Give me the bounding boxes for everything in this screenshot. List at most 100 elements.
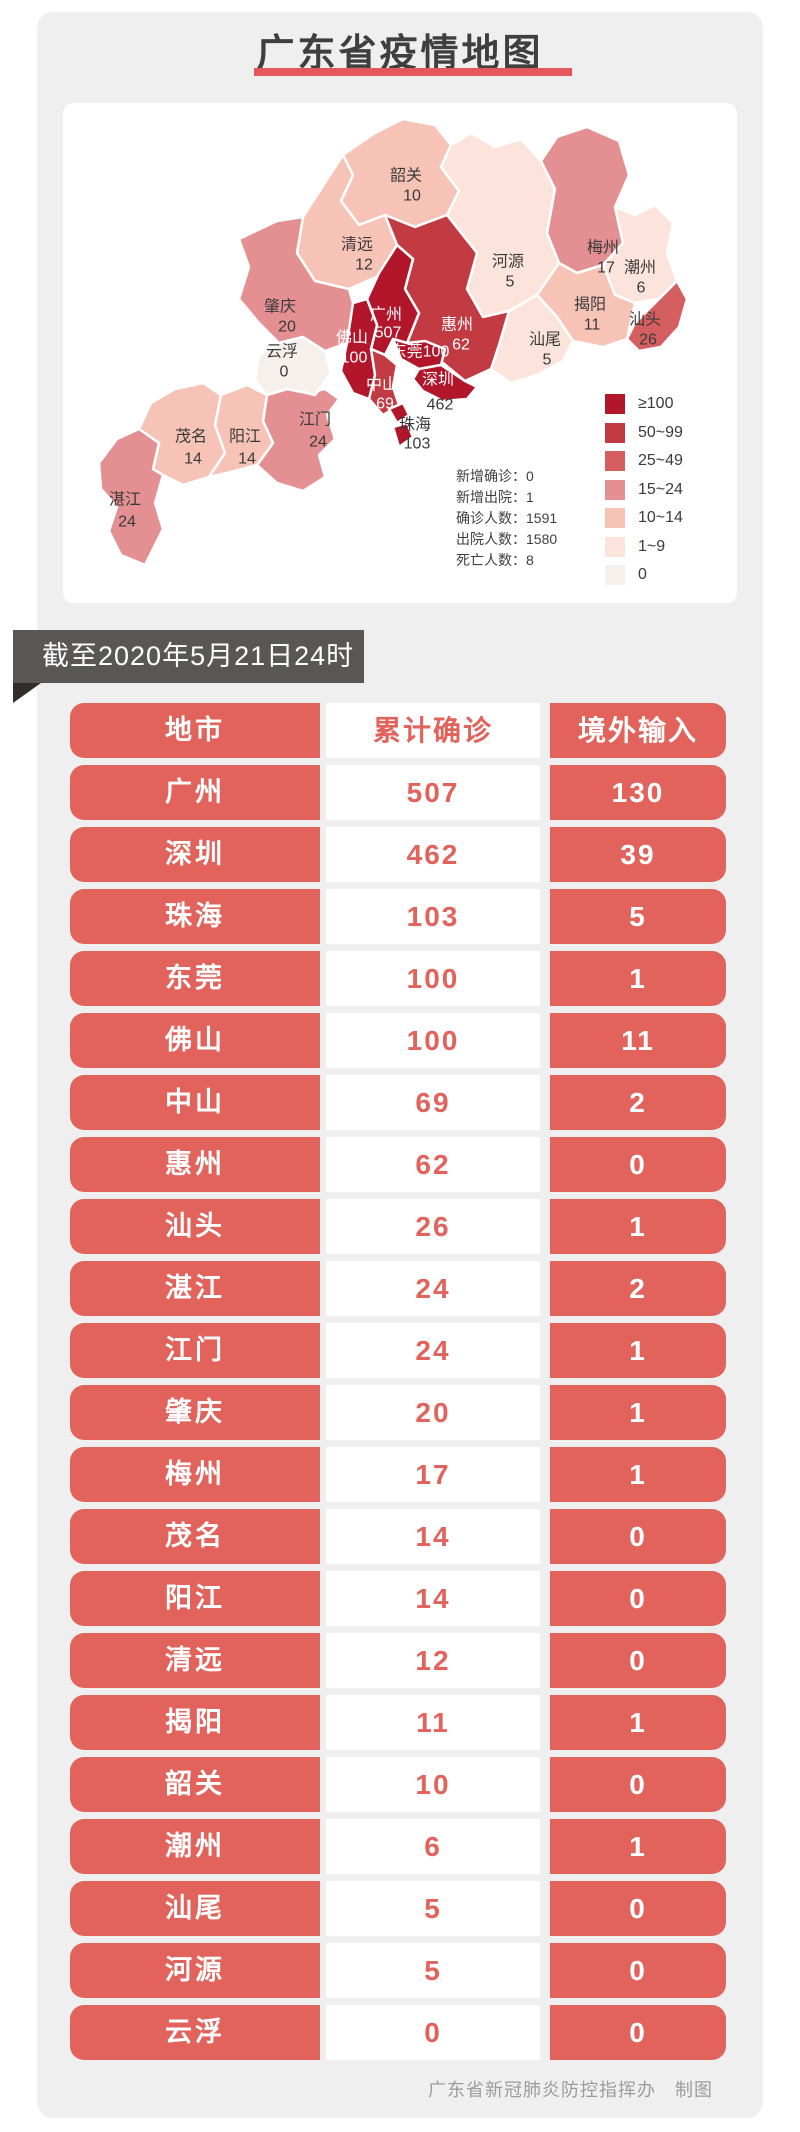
legend-item: 25~49 (605, 451, 683, 471)
region-dongguan (391, 337, 447, 371)
region-label-shantou: 汕头 (629, 311, 661, 329)
confirmed-cell: 24 (326, 1323, 540, 1378)
legend-swatch (605, 394, 625, 414)
legend-label: 10~14 (638, 509, 683, 526)
confirmed-cell: 100 (326, 1013, 540, 1068)
confirmed-cell: 24 (326, 1261, 540, 1316)
confirmed-cell: 12 (326, 1633, 540, 1688)
stat-line: 新增确诊：0 (456, 468, 534, 484)
imported-cell: 1 (550, 951, 726, 1006)
region-yangjiang (207, 383, 275, 479)
confirmed-cell: 10 (326, 1757, 540, 1812)
region-label-qingyuan: 清远 (341, 236, 373, 254)
city-cell: 韶关 (70, 1757, 320, 1812)
legend-label: 15~24 (638, 480, 683, 498)
imported-cell: 0 (550, 1757, 726, 1812)
confirmed-cell: 507 (326, 765, 540, 820)
header-city-cell: 地市 (70, 703, 320, 758)
stat-line: 确诊人数：1591 (456, 510, 558, 526)
legend-swatch (605, 508, 625, 528)
region-value-shanwei: 5 (543, 352, 552, 369)
region-value-guangzhou: 507 (375, 325, 402, 342)
legend-item: 50~99 (605, 422, 683, 443)
footer-credit: 广东省新冠肺炎防控指挥办 制图 (428, 2080, 713, 2100)
region-value-heyuan: 5 (506, 274, 515, 291)
imported-cell: 1 (550, 1819, 726, 1874)
imported-cell: 130 (550, 765, 726, 820)
region-label-zhuhai: 珠海 (399, 416, 431, 434)
stat-line: 新增出院：1 (456, 489, 534, 505)
region-value-shenzhen: 462 (427, 397, 454, 414)
legend-swatch (605, 451, 625, 471)
legend-swatch (605, 565, 625, 585)
confirmed-cell: 11 (326, 1695, 540, 1750)
city-cell: 湛江 (70, 1261, 320, 1316)
legend-item: 10~14 (605, 508, 683, 528)
city-cell: 深圳 (70, 827, 320, 882)
map-legend: ≥100 50~99 25~49 15~24 10~14 1~9 0 (605, 394, 683, 594)
imported-cell: 1 (550, 1385, 726, 1440)
city-cell: 揭阳 (70, 1695, 320, 1750)
region-label-shaoguan: 韶关 (390, 167, 422, 185)
region-zhanjiang (97, 427, 165, 567)
region-yunfu (253, 335, 333, 397)
region-guangzhou (365, 243, 421, 357)
region-label-shenzhen: 深圳 (422, 371, 454, 389)
legend-label: 1~9 (638, 537, 666, 555)
region-label-dongguan: 东莞100 (391, 343, 450, 361)
region-value-jiangmen: 24 (309, 434, 327, 451)
legend-label: 25~49 (638, 452, 683, 469)
legend-label: ≥100 (638, 395, 674, 412)
city-cell: 阳江 (70, 1571, 320, 1626)
confirmed-cell: 69 (326, 1075, 540, 1130)
confirmed-cell: 5 (326, 1881, 540, 1936)
confirmed-cell: 0 (326, 2005, 540, 2060)
region-label-zhaoqing: 肇庆 (264, 298, 296, 316)
region-label-zhanjiang: 湛江 (109, 491, 141, 509)
imported-cell: 2 (550, 1261, 726, 1316)
region-value-jieyang: 11 (584, 317, 601, 334)
imported-cell: 1 (550, 1323, 726, 1378)
imported-cell: 39 (550, 827, 726, 882)
region-label-chaozhou: 潮州 (624, 259, 656, 277)
legend-swatch (605, 536, 625, 557)
confirmed-cell: 6 (326, 1819, 540, 1874)
legend-label: 0 (638, 566, 647, 583)
city-cell: 潮州 (70, 1819, 320, 1874)
legend-item: 0 (605, 565, 683, 585)
region-label-meizhou: 梅州 (587, 239, 619, 257)
date-banner: 截至2020年5月21日24时 (13, 630, 364, 683)
confirmed-cell: 20 (326, 1385, 540, 1440)
region-label-foshan: 佛山 (336, 329, 368, 347)
imported-cell: 1 (550, 1447, 726, 1502)
city-cell: 江门 (70, 1323, 320, 1378)
region-label-yangjiang: 阳江 (229, 428, 261, 446)
region-shantou (625, 279, 689, 353)
imported-cell: 2 (550, 1075, 726, 1130)
legend-label: 50~99 (638, 423, 683, 441)
confirmed-cell: 14 (326, 1571, 540, 1626)
imported-cell: 11 (550, 1013, 726, 1068)
region-value-foshan: 100 (341, 350, 368, 367)
city-cell: 佛山 (70, 1013, 320, 1068)
region-label-huizhou: 惠州 (441, 316, 473, 334)
region-label-shanwei: 汕尾 (529, 331, 561, 349)
region-label-yunfu: 云浮 (266, 343, 298, 361)
region-label-jieyang: 揭阳 (574, 296, 606, 314)
confirmed-cell: 100 (326, 951, 540, 1006)
imported-cell: 0 (550, 1633, 726, 1688)
imported-cell: 0 (550, 1571, 726, 1626)
city-cell: 珠海 (70, 889, 320, 944)
region-value-meizhou: 17 (597, 260, 615, 277)
header-confirmed-cell: 累计确诊 (326, 703, 540, 758)
city-cell: 河源 (70, 1943, 320, 1998)
region-value-qingyuan: 12 (355, 257, 373, 274)
region-label-guangzhou: 广州 (370, 306, 402, 324)
city-cell: 茂名 (70, 1509, 320, 1564)
region-value-huizhou: 62 (452, 337, 470, 354)
city-cell: 云浮 (70, 2005, 320, 2060)
title-underline (254, 68, 572, 76)
stat-line: 出院人数：1580 (456, 531, 558, 547)
region-label-maoming: 茂名 (175, 428, 207, 446)
region-zhuhai (387, 401, 415, 449)
